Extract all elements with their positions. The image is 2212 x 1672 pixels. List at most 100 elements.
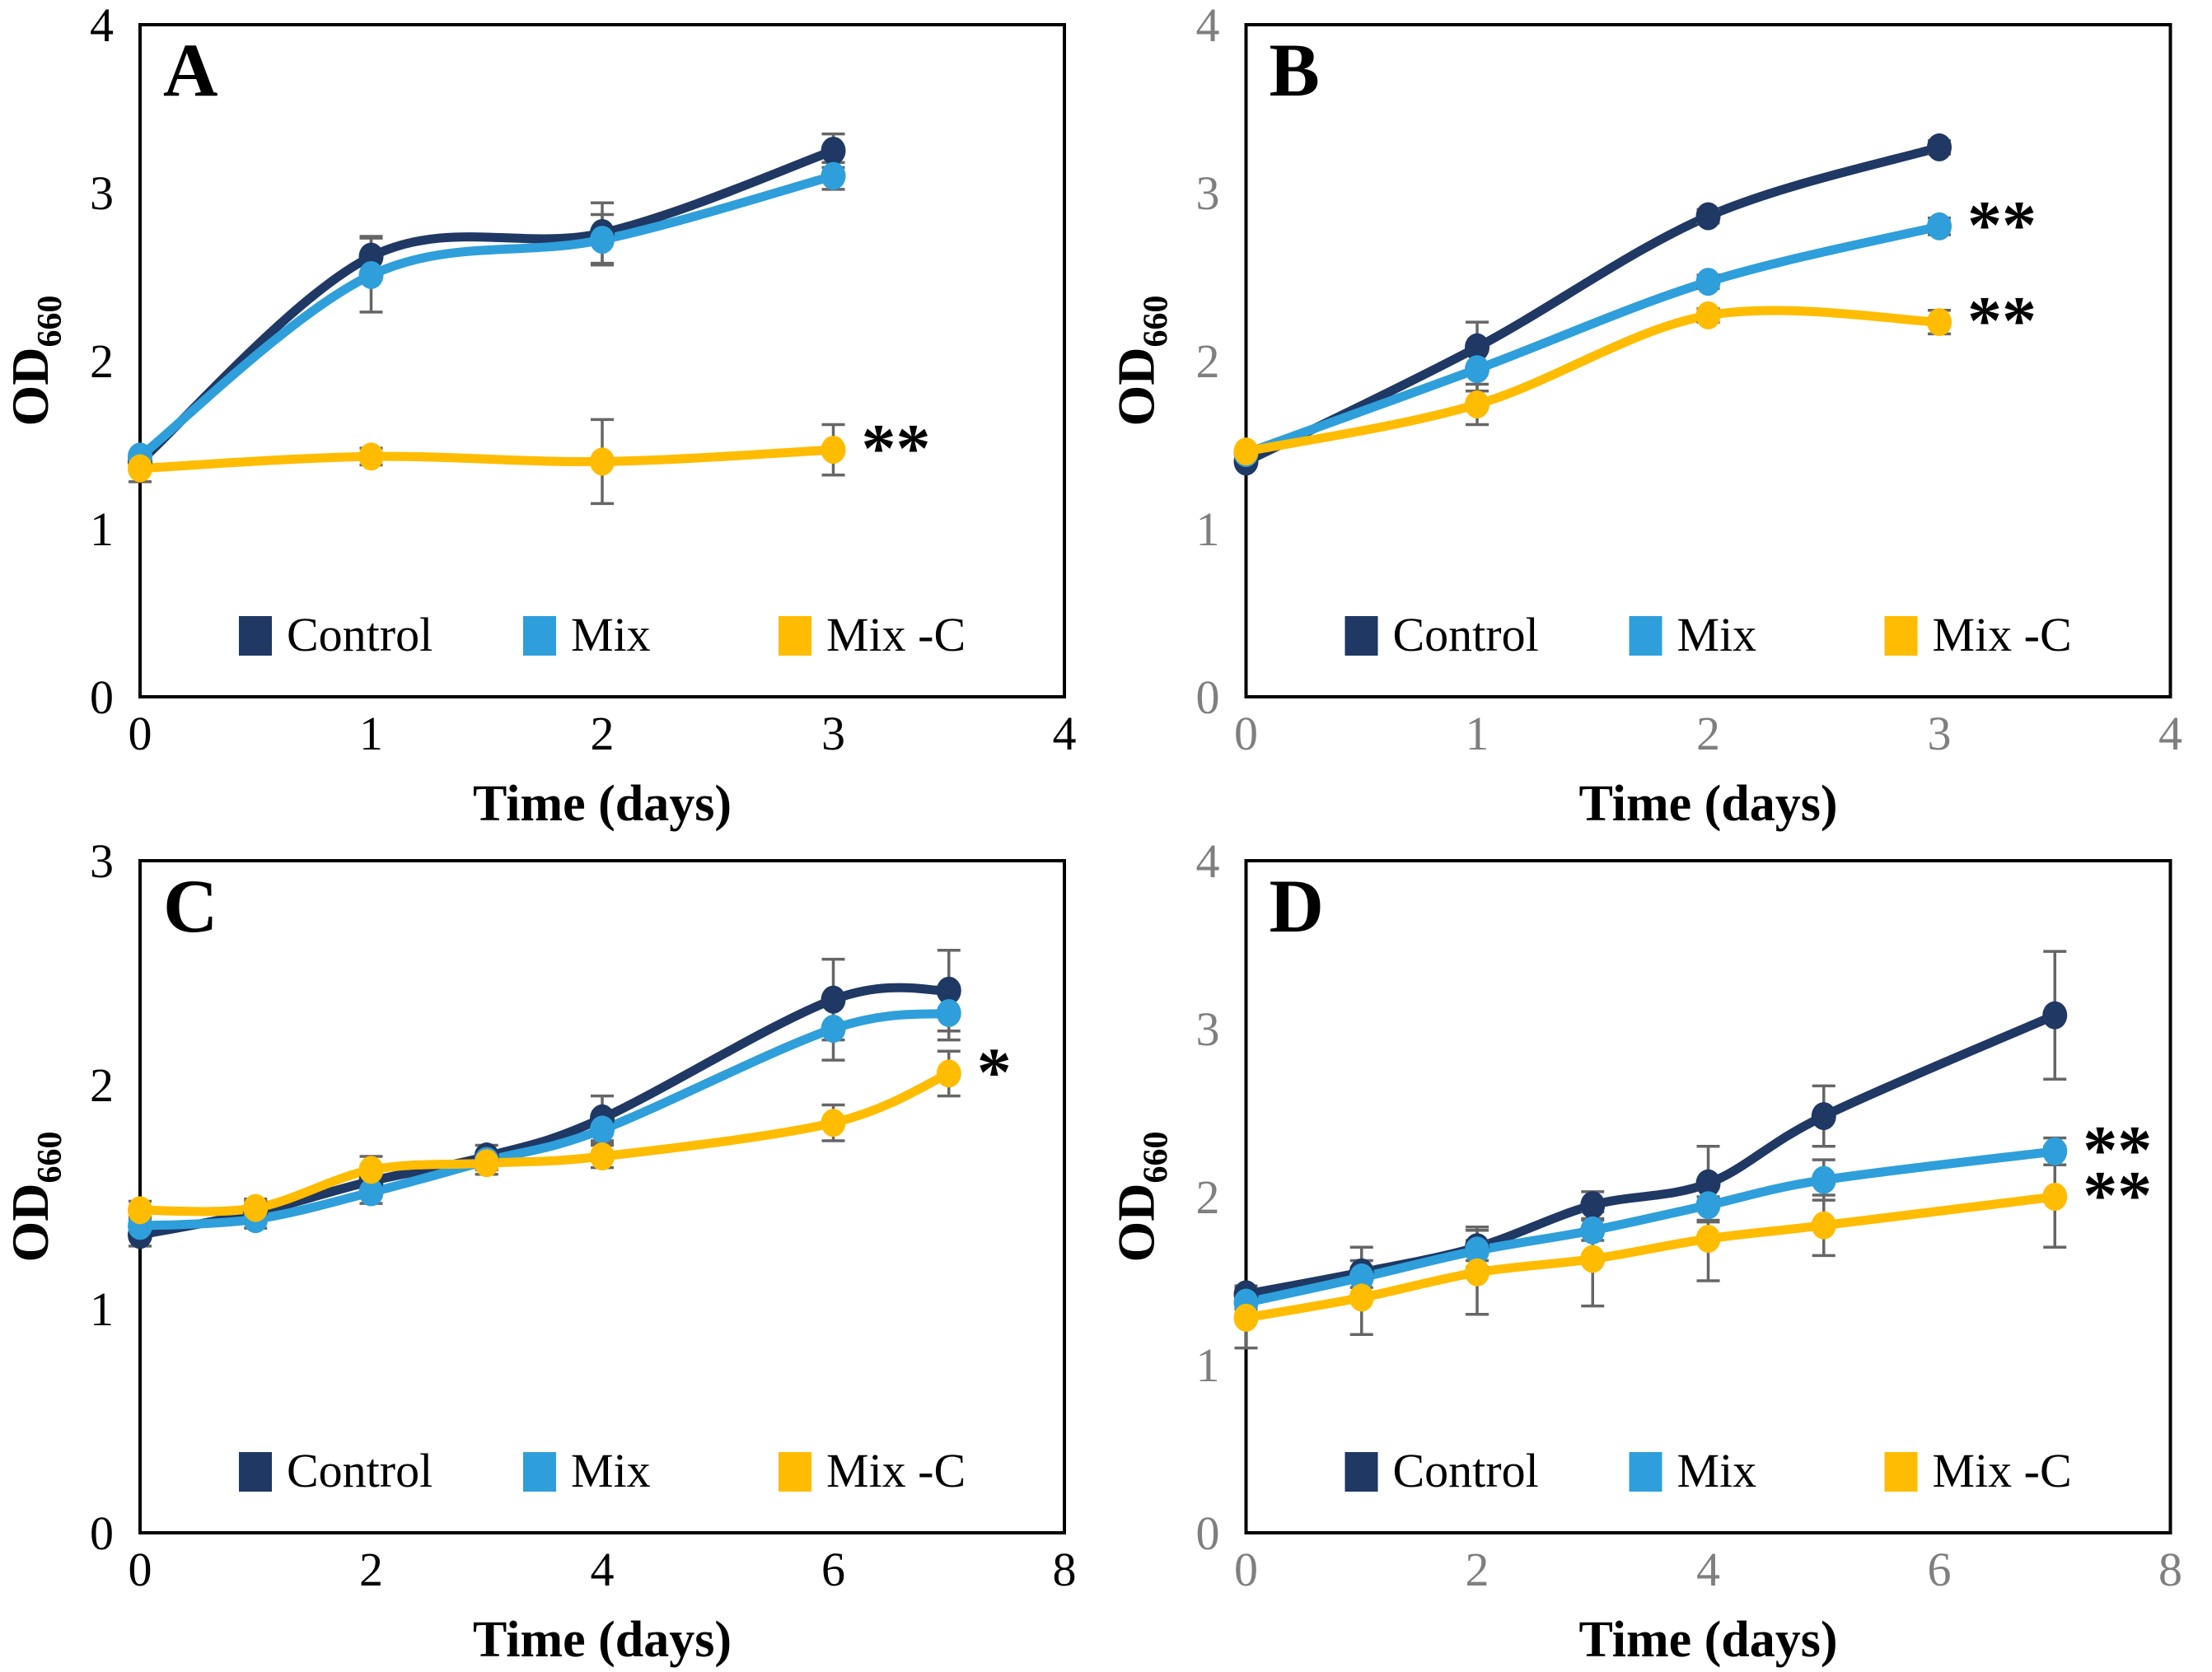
legend-label-mix-c: Mix -C [826, 1444, 966, 1497]
significance-marker: ** [2083, 1157, 2152, 1234]
data-point-marker [821, 137, 846, 165]
plot-area-border [138, 859, 1066, 1534]
data-point-marker [1695, 1169, 1721, 1198]
x-tick-label: 4 [1053, 707, 1077, 760]
x-axis-title: Time (days) [473, 776, 732, 832]
legend-label-control: Control [1393, 1444, 1539, 1497]
legend-swatch-mix [523, 1452, 556, 1492]
panel-b-chart: 0 1 2 3 4 0 1 2 3 4 Time (days) OD660 B ** ** Control Mi… [1107, 0, 2183, 832]
data-point-marker [821, 436, 846, 465]
x-axis-title: Time (days) [1578, 776, 1837, 832]
data-point-marker [474, 1149, 499, 1178]
series-line-mix [1242, 222, 1944, 458]
legend-label-mix: Mix [571, 1444, 651, 1497]
legend-label-mix: Mix [571, 608, 651, 661]
markers-control [1233, 1001, 2068, 1309]
data-point-marker [1465, 390, 1489, 419]
legend-swatch-control [1345, 1452, 1378, 1492]
significance-marker: ** [1967, 187, 2037, 264]
panel-letter: C [163, 864, 217, 948]
legend: Control Mix Mix -C [239, 1444, 966, 1497]
legend: Control Mix Mix -C [239, 608, 966, 661]
data-point-marker [590, 226, 615, 255]
data-point-marker [1695, 1225, 1721, 1253]
markers-mix-c [1233, 301, 1952, 466]
y-tick-label: 1 [1196, 502, 1220, 556]
plot-area-border [1244, 859, 2172, 1534]
x-tick-label: 3 [1928, 707, 1952, 760]
data-point-marker [358, 1156, 384, 1184]
x-tick-label: 0 [129, 707, 152, 760]
data-point-marker [1233, 1303, 1259, 1332]
panel-letter: A [163, 28, 217, 112]
data-point-marker [1580, 1191, 1606, 1220]
markers-mix-c [128, 1059, 961, 1225]
data-point-marker [1927, 212, 1952, 241]
x-tick-label: 2 [1466, 1543, 1489, 1596]
series-line-mix-c [1242, 306, 1944, 456]
legend: Control Mix Mix -C [1345, 608, 2072, 661]
significance-marker: ** [1967, 283, 2037, 359]
y-tick-label: 3 [90, 836, 114, 888]
data-point-marker [1695, 301, 1721, 329]
data-point-marker [2042, 1001, 2068, 1030]
y-tick-label: 4 [1196, 0, 1220, 52]
data-point-marker [1695, 1191, 1721, 1220]
data-point-marker [1580, 1245, 1606, 1273]
markers-mix-c [1233, 1183, 2068, 1332]
panel-c-chart: 0 1 2 3 0 2 4 6 8 Time (days) OD660 C * Control Mix Mix… [1, 836, 1077, 1668]
y-tick-label: 2 [1196, 1170, 1220, 1224]
x-tick-label: 0 [1234, 1543, 1258, 1596]
y-tick-label: 2 [90, 1058, 114, 1112]
legend-swatch-mix [523, 616, 556, 656]
x-tick-label: 2 [1696, 707, 1720, 760]
x-tick-label: 4 [2158, 707, 2182, 760]
data-point-marker [936, 998, 961, 1027]
y-tick-label: 1 [1196, 1338, 1220, 1392]
panel-letter: D [1270, 864, 1324, 948]
data-point-marker [590, 447, 615, 476]
data-point-marker [128, 1196, 152, 1225]
y-axis-title: OD660 [1107, 296, 1176, 427]
series-line-control [135, 146, 838, 466]
x-tick-label: 1 [359, 707, 383, 760]
markers-mix-c [128, 436, 846, 483]
markers-control [1233, 133, 1952, 476]
y-tick-label: 3 [1196, 166, 1220, 220]
data-point-marker [1465, 333, 1489, 362]
x-tick-label: 2 [359, 1543, 383, 1596]
data-point-marker [1927, 308, 1952, 337]
y-tick-label: 0 [1196, 670, 1220, 724]
legend-label-mix: Mix [1677, 608, 1757, 661]
y-tick-label: 0 [1196, 1506, 1220, 1560]
y-tick-label: 4 [1196, 836, 1220, 888]
x-tick-label: 1 [1466, 707, 1489, 760]
legend-label-control: Control [287, 608, 433, 661]
data-point-marker [1349, 1283, 1374, 1312]
panel-a-chart: 0 1 2 3 4 0 1 2 3 4 Time (days) OD660 A ** Control Mix M… [1, 0, 1077, 832]
x-tick-label: 0 [1234, 707, 1258, 760]
data-point-marker [1811, 1165, 1836, 1194]
data-point-marker [1349, 1263, 1374, 1291]
data-point-marker [821, 985, 846, 1014]
legend-label-mix-c: Mix -C [826, 608, 966, 661]
y-tick-label: 2 [90, 334, 114, 388]
y-axis-title: OD660 [1, 1132, 69, 1263]
data-point-marker [1927, 133, 1952, 161]
x-tick-label: 8 [1053, 1543, 1077, 1596]
data-point-marker [1580, 1216, 1606, 1245]
y-tick-label: 3 [90, 166, 114, 220]
significance-marker: * [977, 1034, 1012, 1110]
data-point-marker [358, 260, 384, 289]
x-tick-label: 3 [821, 707, 845, 760]
data-point-marker [590, 1115, 615, 1144]
x-axis-title: Time (days) [1578, 1612, 1837, 1668]
y-axis-title: OD660 [1, 296, 69, 427]
data-point-marker [2042, 1137, 2068, 1165]
legend-swatch-mix [1629, 616, 1663, 656]
x-tick-label: 4 [1696, 1543, 1720, 1596]
y-tick-label: 0 [90, 1506, 114, 1560]
data-point-marker [1695, 202, 1721, 231]
data-point-marker [358, 442, 384, 471]
